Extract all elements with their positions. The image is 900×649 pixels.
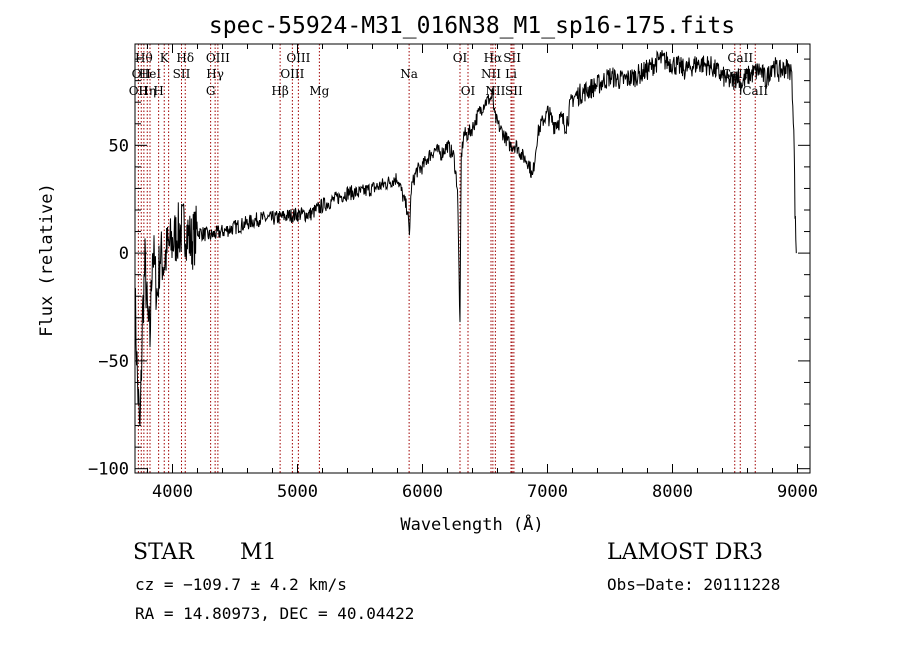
coordinates-text: RA = 14.80973, DEC = 40.04422	[135, 604, 415, 623]
chart-title: spec-55924-M31_016N38_M1_sp16-175.fits	[209, 13, 735, 39]
emission-line-label: OI	[453, 51, 468, 65]
emission-line-label: Hγ	[206, 67, 224, 81]
x-axis: 4000 5000 6000 7000 8000 9000	[147, 44, 818, 502]
y-tick-label: 0	[119, 244, 129, 264]
x-tick-label: 7000	[527, 482, 568, 502]
redshift-velocity-text: cz = −109.7 ± 4.2 km/s	[135, 575, 347, 594]
flux-series-line	[134, 50, 797, 426]
y-tick-label: 50	[109, 136, 129, 156]
emission-line-label: SII	[505, 84, 523, 98]
x-tick-label: 8000	[652, 482, 693, 502]
emission-line-label: Hδ	[176, 51, 194, 65]
x-tick-label: 4000	[152, 482, 193, 502]
emission-line-label: Na	[400, 67, 418, 81]
emission-line-label: K	[160, 51, 170, 65]
emission-line-label: SII	[503, 51, 521, 65]
x-axis-label: Wavelength (Å)	[400, 513, 543, 535]
emission-line-label: OIII	[280, 67, 304, 81]
emission-line-label: HeI	[139, 67, 162, 81]
survey-label: LAMOST DR3	[607, 540, 763, 565]
emission-line-label: CaII	[727, 51, 753, 65]
object-subclass-label: M1	[240, 540, 277, 565]
x-tick-label: 6000	[402, 482, 443, 502]
y-axis-label: Flux (relative)	[37, 183, 57, 337]
y-tick-label: −50	[98, 352, 129, 372]
object-class-label: STAR	[133, 540, 194, 565]
emission-line-markers: OIIOIIHθHηHeIHKSIIHδGHγOIIIHβOIIIOIIIMgN…	[129, 44, 768, 473]
emission-line-label: NII	[481, 67, 501, 81]
emission-line-label: OII	[132, 67, 152, 81]
emission-line-label: NII	[485, 84, 505, 98]
observation-date-text: Obs−Date: 20111228	[607, 575, 781, 594]
emission-line-label: CaII	[742, 84, 768, 98]
x-tick-label: 5000	[277, 482, 318, 502]
emission-line-label: Hθ	[135, 51, 153, 65]
emission-line-label: Hη	[138, 84, 156, 98]
emission-line-label: OIII	[286, 51, 310, 65]
y-tick-label: −100	[88, 460, 129, 480]
emission-line-label: G	[206, 84, 216, 98]
emission-line-label: Li	[505, 67, 517, 81]
emission-line-label: OIII	[206, 51, 230, 65]
emission-line-label: Mg	[309, 84, 329, 98]
y-axis: −100 −50 0 50	[88, 58, 810, 480]
spectrum-chart: spec-55924-M31_016N38_M1_sp16-175.fits O…	[37, 13, 818, 535]
emission-line-label: SII	[173, 67, 191, 81]
emission-line-label: Hβ	[271, 84, 288, 98]
plot-frame	[134, 43, 811, 474]
x-tick-label: 9000	[777, 482, 818, 502]
emission-line-label: OI	[461, 84, 476, 98]
emission-line-label: Hα	[484, 51, 503, 65]
emission-line-label: H	[153, 84, 163, 98]
